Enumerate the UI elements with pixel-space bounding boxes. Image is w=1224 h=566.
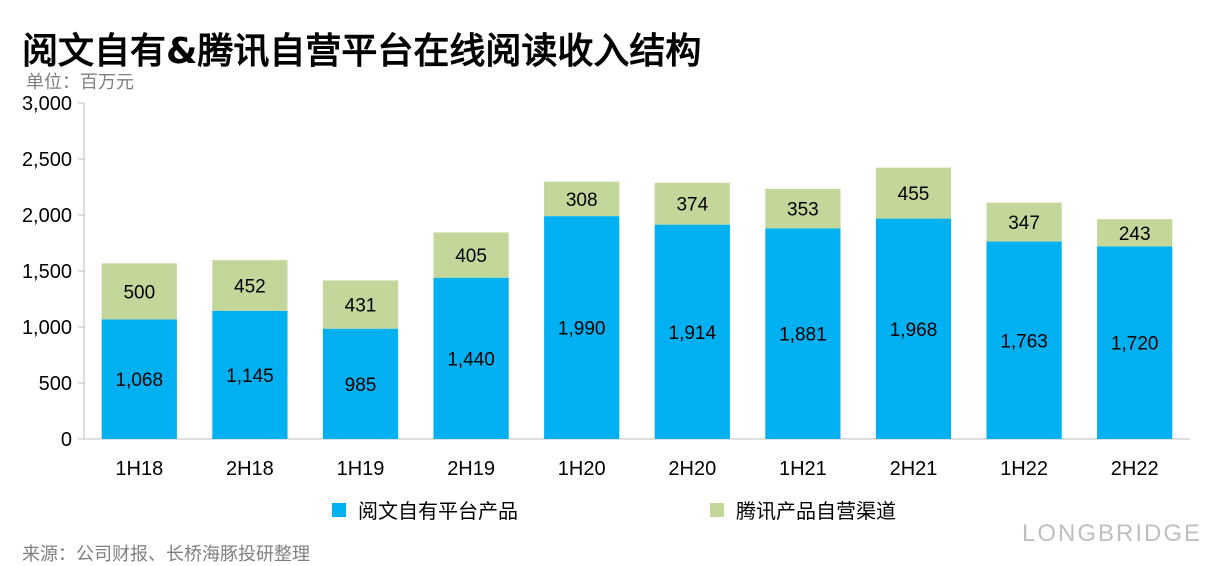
- y-tick-label: 1,000: [22, 317, 72, 339]
- data-label: 1,990: [558, 319, 606, 340]
- x-tick-label: 2H20: [668, 458, 716, 480]
- bar-segment-tencent: [544, 181, 620, 217]
- legend-label: 阅文自有平台产品: [358, 499, 518, 523]
- bar-segment-yuewen: [654, 224, 730, 439]
- legend-swatch: [710, 503, 724, 517]
- data-label: 308: [566, 190, 598, 211]
- bar-segment-yuewen: [986, 241, 1062, 439]
- unit-label: 单位：百万元: [26, 72, 134, 93]
- data-label: 455: [898, 184, 930, 205]
- data-label: 353: [787, 200, 819, 221]
- x-tick-label: 1H22: [1000, 458, 1048, 480]
- data-label: 1,881: [779, 325, 827, 346]
- data-label: 1,914: [669, 323, 717, 344]
- source-note: 来源：公司财报、长桥海豚投研整理: [22, 544, 310, 565]
- data-label: 452: [234, 276, 266, 297]
- bar-segment-tencent: [986, 202, 1062, 242]
- y-tick-label: 2,000: [22, 205, 72, 227]
- data-label: 500: [123, 282, 155, 303]
- legend-swatch: [332, 503, 346, 517]
- data-label: 431: [345, 296, 377, 317]
- bar-segment-yuewen: [101, 319, 177, 439]
- data-label: 347: [1008, 213, 1040, 234]
- data-label: 405: [455, 246, 487, 267]
- bar-segment-tencent: [433, 232, 509, 278]
- x-tick-label: 1H20: [558, 458, 606, 480]
- y-tick-label: 2,500: [22, 149, 72, 171]
- x-tick-label: 1H18: [115, 458, 163, 480]
- y-tick-label: 1,500: [22, 261, 72, 283]
- data-label: 1,440: [447, 349, 495, 370]
- x-tick-label: 2H22: [1111, 458, 1159, 480]
- x-tick-label: 2H21: [890, 458, 938, 480]
- bar-segment-tencent: [765, 188, 841, 229]
- bar-segment-tencent: [212, 260, 288, 311]
- data-label: 985: [345, 375, 377, 396]
- x-tick-label: 1H19: [337, 458, 385, 480]
- x-tick-label: 2H19: [447, 458, 495, 480]
- data-label: 1,720: [1111, 334, 1159, 355]
- data-label: 1,145: [226, 366, 274, 387]
- bar-segment-yuewen: [322, 328, 399, 439]
- y-tick-label: 500: [39, 373, 72, 395]
- x-tick-label: 2H18: [226, 458, 274, 480]
- legend-label: 腾讯产品自营渠道: [736, 499, 896, 523]
- y-tick-label: 0: [61, 429, 72, 451]
- bar-segment-yuewen: [875, 218, 952, 439]
- data-label: 1,068: [116, 370, 164, 391]
- bar-segment-yuewen: [765, 228, 841, 439]
- bar-segment-yuewen: [212, 310, 288, 439]
- data-label: 1,968: [890, 320, 938, 341]
- longbridge-watermark: LONGBRIDGE: [1021, 520, 1202, 547]
- data-label: 243: [1119, 224, 1151, 245]
- bar-segment-tencent: [101, 263, 177, 320]
- bar-segment-tencent: [654, 182, 730, 225]
- x-tick-label: 1H21: [779, 458, 827, 480]
- data-label: 1,763: [1000, 331, 1048, 352]
- bar-segment-tencent: [1097, 219, 1173, 247]
- bar-segment-tencent: [875, 167, 952, 219]
- bar-segment-yuewen: [1097, 246, 1173, 439]
- data-label: 374: [676, 195, 708, 216]
- bar-segment-yuewen: [544, 216, 620, 439]
- chart-title: 阅文自有&腾讯自营平台在线阅读收入结构: [22, 31, 702, 72]
- y-tick-label: 3,000: [22, 93, 72, 115]
- bar-segment-yuewen: [433, 277, 509, 439]
- bar-segment-tencent: [322, 280, 399, 329]
